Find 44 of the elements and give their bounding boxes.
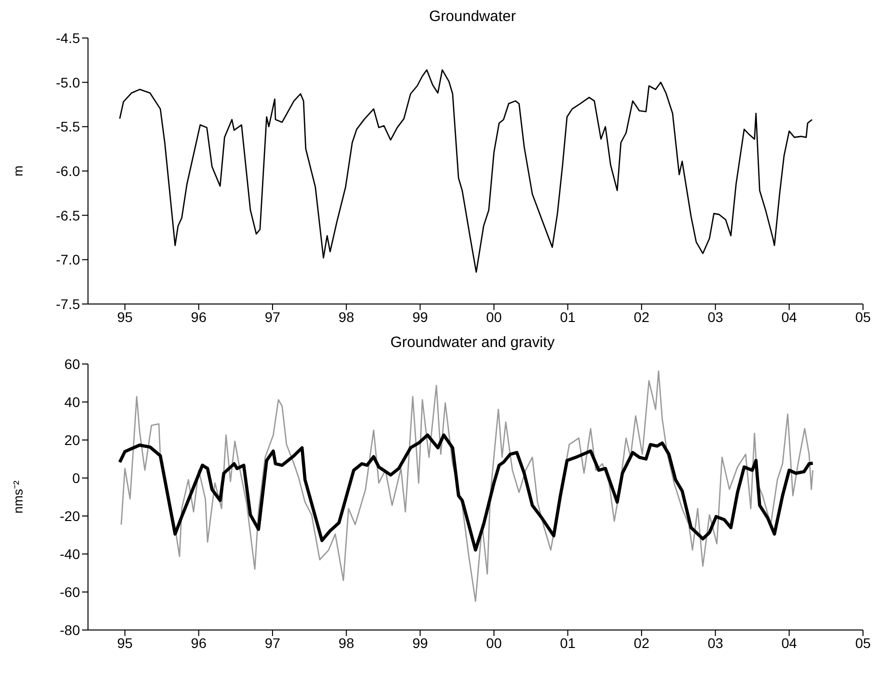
- x-tick-label: 05: [855, 634, 871, 651]
- y-tick-label: -7.0: [56, 252, 80, 268]
- y-tick-label: -7.5: [56, 296, 80, 312]
- x-tick-label: 96: [190, 308, 207, 325]
- y-tick-label: 0: [72, 470, 80, 486]
- x-tick-label: 97: [264, 634, 281, 651]
- y-tick-label: 40: [64, 394, 80, 410]
- y-tick-label: -20: [60, 508, 80, 524]
- x-tick-label: 02: [634, 634, 650, 651]
- x-tick-label: 03: [708, 308, 724, 325]
- x-tick-label: 00: [486, 634, 502, 651]
- y-tick-label: -60: [60, 584, 80, 600]
- x-tick-label: 02: [634, 308, 650, 325]
- x-tick-label: 97: [264, 308, 281, 325]
- y-tick-label: -6.5: [56, 207, 80, 224]
- x-tick-label: 01: [560, 634, 576, 651]
- x-tick-label: 95: [117, 634, 133, 651]
- x-tick-label: 98: [338, 308, 354, 325]
- y-tick-label: 60: [64, 356, 80, 372]
- line-series: [120, 370, 814, 602]
- x-tick-label: 01: [560, 308, 576, 325]
- x-tick-label: 98: [338, 634, 354, 651]
- y-tick-label: -6.0: [56, 162, 80, 179]
- x-tick-label: 99: [412, 308, 428, 325]
- y-tick-label: 20: [64, 432, 80, 448]
- y-tick-label: -40: [60, 546, 80, 562]
- y-tick-label: -80: [60, 622, 80, 638]
- y-tick-label: -5.5: [56, 118, 80, 135]
- chart-title: Groundwater and gravity: [389, 334, 556, 352]
- line-series: [118, 433, 814, 552]
- line-series: [119, 69, 813, 273]
- x-tick-label: 03: [708, 634, 724, 651]
- x-tick-label: 96: [190, 634, 207, 651]
- x-tick-label: 04: [781, 308, 798, 325]
- y-tick-label: -5.0: [56, 74, 80, 90]
- x-tick-label: 00: [486, 308, 502, 325]
- y-axis-title: nms⁻²: [10, 480, 26, 514]
- y-tick-label: -4.5: [56, 30, 80, 46]
- y-axis-title: m: [10, 166, 26, 176]
- x-tick-label: 05: [855, 308, 871, 325]
- chart-title: Groundwater: [428, 8, 517, 26]
- x-tick-label: 99: [412, 634, 428, 651]
- x-tick-label: 04: [781, 634, 798, 651]
- x-tick-label: 95: [117, 308, 133, 325]
